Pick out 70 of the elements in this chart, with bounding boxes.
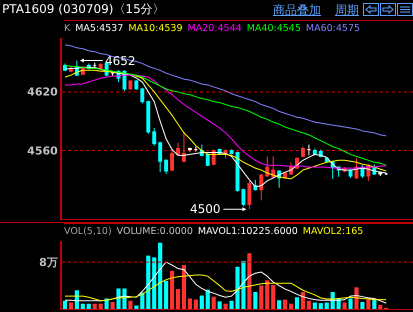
legend-title: K [64, 23, 70, 34]
candlestick [259, 173, 264, 201]
candlestick [300, 146, 305, 158]
line-series [64, 44, 387, 136]
candlestick [236, 150, 240, 192]
text: MAVOL2:165 [302, 226, 364, 237]
text: 周期 [335, 3, 359, 17]
candlestick [348, 168, 352, 178]
annotation: 4652 [105, 54, 136, 68]
candlestick [182, 131, 186, 163]
bar [212, 296, 216, 309]
candlestick [247, 180, 252, 210]
bar [128, 300, 132, 309]
candlestick [158, 141, 162, 173]
candlestick [265, 156, 270, 178]
annotation: 4500 [190, 202, 221, 216]
candlestick [188, 147, 192, 152]
candlestick [230, 149, 234, 155]
candlestick [152, 128, 156, 146]
bar [342, 302, 347, 309]
bar [164, 280, 168, 309]
bar [62, 300, 68, 309]
bar [306, 300, 311, 309]
chart-title: PTA1609 (030709)〈15分〉 [2, 2, 165, 16]
bar [68, 302, 74, 309]
bar [300, 292, 306, 309]
bar [110, 302, 115, 309]
candlestick [110, 70, 115, 77]
candlestick [140, 87, 144, 104]
candlestick [134, 80, 138, 90]
bar [288, 304, 294, 309]
text: MA5:4537 [75, 23, 124, 34]
text: MAVOL1:10225.6000 [198, 226, 298, 237]
bar [360, 302, 365, 309]
text: MA20:4544 [188, 23, 242, 34]
text: MA40:4545 [246, 23, 301, 34]
bar [170, 270, 174, 309]
candlestick [176, 142, 180, 156]
bar [247, 253, 252, 309]
bar [229, 300, 234, 309]
y-tick-label: 8万 [39, 256, 58, 269]
candlestick [194, 146, 198, 152]
candlestick [164, 158, 168, 174]
candlestick [146, 100, 150, 134]
candlestick [241, 188, 246, 207]
bar [348, 298, 353, 309]
candlestick [170, 148, 174, 172]
bar [253, 292, 258, 309]
y-tick-label: 4560 [27, 144, 58, 158]
candlestick [271, 156, 276, 178]
y-tick-label: 4620 [27, 86, 58, 99]
bar [182, 265, 186, 309]
bar [294, 297, 300, 309]
bar [176, 289, 180, 309]
bar [283, 300, 288, 309]
bar [277, 300, 282, 309]
text: MA10:4539 [128, 23, 183, 34]
bar [188, 298, 192, 309]
text: 商品叠加 [273, 3, 321, 17]
bar [235, 266, 240, 309]
series-label: VOLUME:0.0000 [116, 226, 193, 237]
candlestick [128, 80, 132, 90]
text: MA60:4575 [306, 23, 360, 34]
bar [224, 304, 228, 309]
legend-title: VOL(5,10) [64, 226, 112, 237]
bar [366, 300, 370, 309]
bar [194, 300, 198, 309]
bar [372, 300, 376, 309]
bar [218, 301, 222, 309]
candlestick [306, 144, 311, 156]
